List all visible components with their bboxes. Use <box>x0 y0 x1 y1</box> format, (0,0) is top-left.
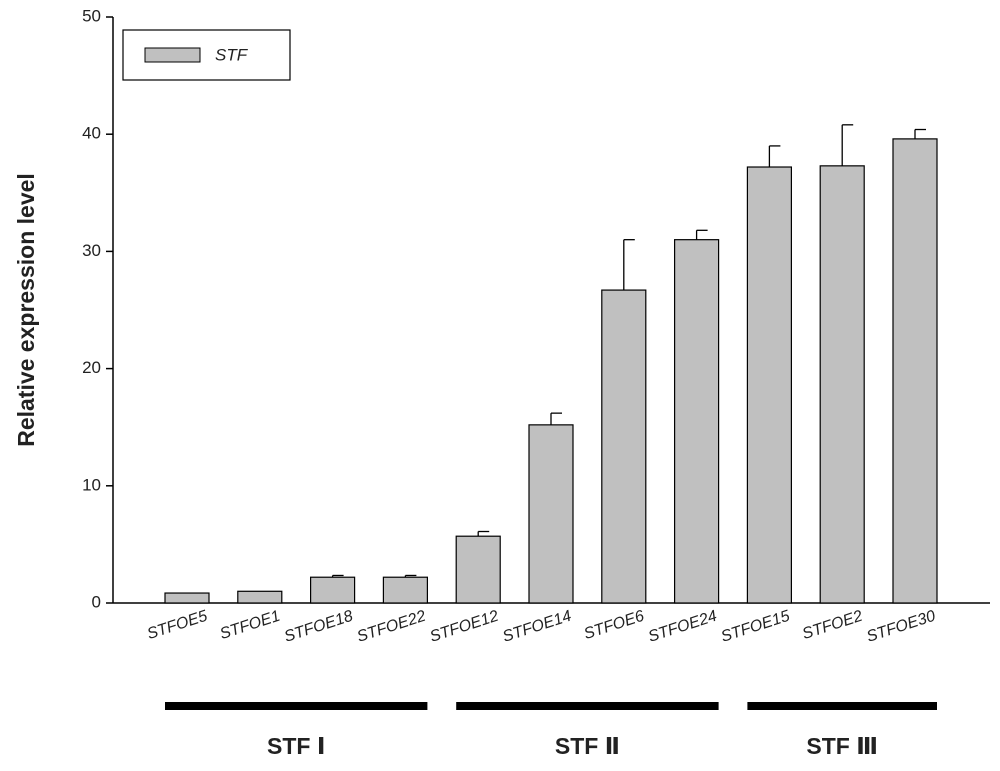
legend-swatch <box>144 47 201 63</box>
group-label: STF Ⅰ <box>267 733 325 759</box>
y-tick-label: 40 <box>82 124 101 143</box>
bar <box>310 576 356 604</box>
x-tick-label: STFOE14 <box>501 608 574 646</box>
group-bar <box>165 702 428 710</box>
group-bar <box>747 702 937 710</box>
x-tick-label: STFOE5 <box>145 608 210 643</box>
y-tick-label: 20 <box>82 358 101 377</box>
bar <box>892 138 938 604</box>
bar <box>455 535 501 604</box>
bar <box>164 592 210 604</box>
x-tick-label: STFOE15 <box>719 608 792 646</box>
x-tick-label: STFOE24 <box>646 608 719 646</box>
bar <box>601 289 647 604</box>
group-label: STF Ⅱ <box>555 733 620 759</box>
x-tick-label: STFOE30 <box>865 608 938 646</box>
x-tick-label: STFOE12 <box>428 608 501 646</box>
x-tick-label: STFOE6 <box>582 608 647 643</box>
x-tick-label: STFOE2 <box>800 608 865 643</box>
bar <box>746 166 793 604</box>
x-tick-label: STFOE1 <box>218 608 282 643</box>
bar <box>819 165 865 604</box>
x-tick-label: STFOE22 <box>355 608 428 646</box>
y-tick-label: 30 <box>82 241 101 260</box>
x-tick-label: STFOE18 <box>282 608 355 646</box>
y-tick-label: 50 <box>82 6 101 25</box>
y-tick-label: 0 <box>92 592 101 611</box>
bar <box>237 590 283 604</box>
bar <box>528 424 574 604</box>
y-axis-label: Relative expression level <box>13 173 39 447</box>
group-bar <box>456 702 719 710</box>
legend-label: STF <box>215 45 249 64</box>
group-label: STF Ⅲ <box>806 733 878 759</box>
bar <box>673 239 720 604</box>
bar <box>382 576 428 604</box>
y-tick-label: 10 <box>82 475 101 494</box>
